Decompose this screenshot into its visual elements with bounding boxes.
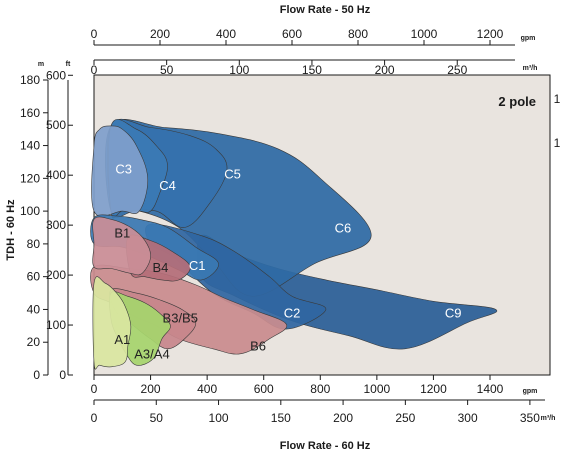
- tick-label: 500: [46, 118, 66, 132]
- tick-label: 150: [302, 63, 322, 77]
- tick-label: 100: [20, 204, 40, 218]
- region-label: A3/A4: [134, 347, 169, 362]
- tick-label: 0: [91, 27, 98, 41]
- annotation-2-pole: 2 pole: [498, 94, 536, 109]
- region-label: C2: [284, 306, 301, 321]
- tick-label: 1200: [420, 382, 447, 396]
- tick-label: 300: [458, 411, 478, 425]
- tick-label: 50: [160, 63, 174, 77]
- tick-label: 600: [46, 68, 66, 82]
- region-label: C1: [189, 258, 206, 273]
- region-label: C9: [445, 306, 462, 321]
- tick-label: 200: [150, 27, 170, 41]
- tick-label: 0: [91, 411, 98, 425]
- tick-label: 150: [271, 411, 291, 425]
- region-label: B6: [250, 339, 266, 354]
- tick-label: 1400: [477, 382, 504, 396]
- tick-label: 800: [310, 382, 330, 396]
- tick-label: 180: [20, 73, 40, 87]
- region-c3: [91, 125, 149, 217]
- unit-ft-label: ft: [66, 61, 71, 68]
- region-label: C4: [159, 178, 176, 193]
- unit-gpm-bottom-label: gpm: [523, 388, 538, 395]
- tick-label: 400: [216, 27, 236, 41]
- tick-label: 1200: [477, 27, 504, 41]
- unit-m3h-bottom-label: m³/h: [541, 415, 556, 422]
- tick-label: 160: [20, 106, 40, 120]
- tick-label: 250: [395, 411, 415, 425]
- unit-gpm-top-label: gpm: [521, 35, 536, 42]
- region-label: C5: [224, 166, 241, 181]
- tick-label: 0: [33, 368, 40, 382]
- tick-label: 140: [20, 139, 40, 153]
- tick-label: 400: [46, 168, 66, 182]
- tick-label: 800: [348, 27, 368, 41]
- region-label: B3/B5: [163, 311, 198, 326]
- tick-label: 120: [20, 171, 40, 185]
- tick-label: 600: [254, 382, 274, 396]
- tick-label: 350: [520, 411, 540, 425]
- region-label: A1: [114, 332, 130, 347]
- tick-label: 50: [150, 411, 164, 425]
- tick-label: 200: [141, 382, 161, 396]
- tick-label: 100: [209, 411, 229, 425]
- tick-label: 100: [46, 318, 66, 332]
- tick-label: 60: [27, 270, 41, 284]
- tick-label: 1000: [364, 382, 391, 396]
- right-edge-fragment: 1: [554, 92, 561, 106]
- unit-m3h-top-label: m³/h: [523, 65, 538, 72]
- tick-label: 400: [197, 382, 217, 396]
- right-edge-fragment: 1: [554, 136, 561, 150]
- region-a1: [92, 276, 132, 370]
- region-b1: [92, 216, 151, 276]
- tick-label: 250: [447, 63, 467, 77]
- tick-label: 300: [46, 218, 66, 232]
- region-label: C3: [115, 162, 132, 177]
- bottom-axis-title: Flow Rate - 60 Hz: [280, 440, 371, 452]
- tick-label: 200: [46, 268, 66, 282]
- tick-label: 0: [91, 63, 98, 77]
- tick-label: 200: [375, 63, 395, 77]
- tick-label: 200: [333, 411, 353, 425]
- region-label: B4: [153, 260, 169, 275]
- tick-label: 80: [27, 237, 41, 251]
- tick-label: 40: [27, 302, 41, 316]
- tick-label: 0: [91, 382, 98, 396]
- unit-m-label: m: [38, 61, 44, 68]
- tick-label: 600: [282, 27, 302, 41]
- left-axis-title: TDH - 60 Hz: [5, 199, 17, 261]
- top-axis-title: Flow Rate - 50 Hz: [280, 4, 371, 16]
- tick-label: 100: [229, 63, 249, 77]
- region-label: B1: [114, 225, 130, 240]
- region-label: C6: [335, 221, 352, 236]
- tick-label: 1000: [411, 27, 438, 41]
- tick-label: 20: [27, 335, 41, 349]
- tick-label: 0: [59, 368, 66, 382]
